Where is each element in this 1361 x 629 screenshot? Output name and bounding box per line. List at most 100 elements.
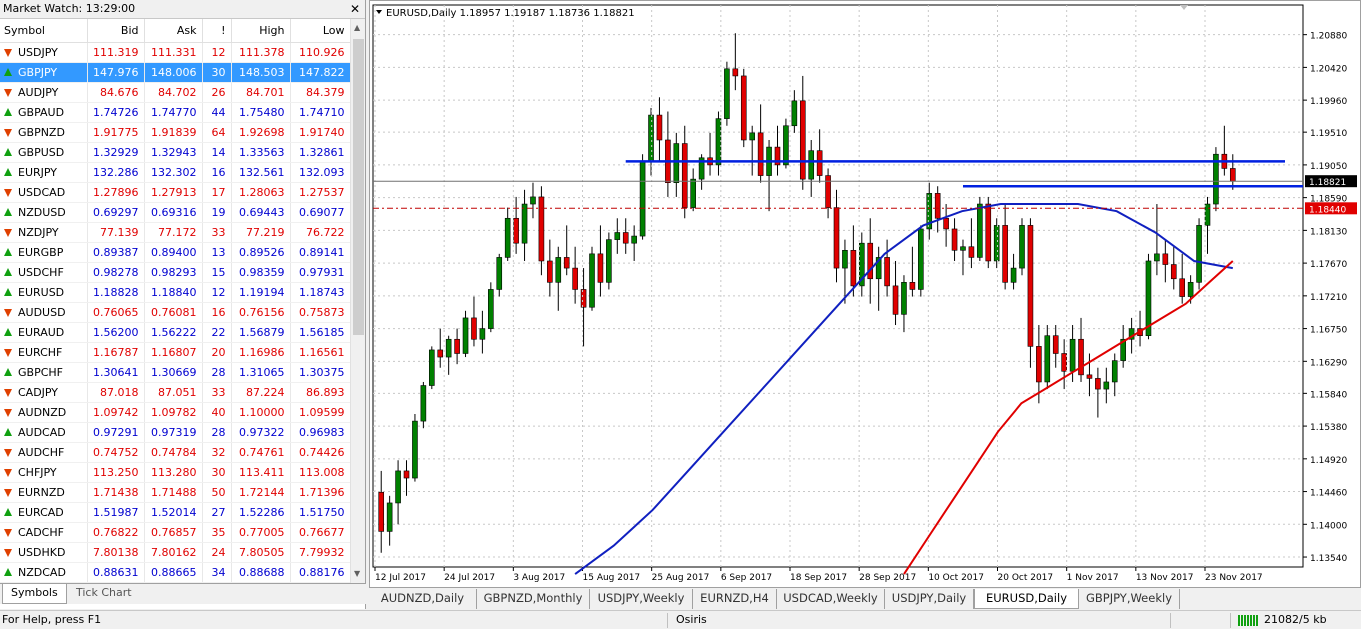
table-row[interactable]: USDHKD 7.80138 7.80162 24 7.80505 7.79932 bbox=[0, 542, 351, 563]
table-row[interactable]: CHFJPY 113.250 113.280 30 113.411 113.008 bbox=[0, 462, 351, 483]
table-row[interactable]: NZDJPY 77.139 77.172 33 77.219 76.722 bbox=[0, 222, 351, 243]
tab-symbols[interactable]: Symbols bbox=[2, 584, 67, 604]
table-row[interactable]: NZDCAD 0.88631 0.88665 34 0.88688 0.88176 bbox=[0, 562, 351, 583]
col-symbol[interactable]: Symbol bbox=[0, 19, 88, 43]
table-row[interactable]: GBPUSD 1.32929 1.32943 14 1.33563 1.32861 bbox=[0, 142, 351, 163]
symbol-label: CADCHF bbox=[18, 525, 64, 539]
arrow-down-icon bbox=[4, 488, 13, 497]
col-ask[interactable]: Ask bbox=[144, 19, 203, 43]
table-row[interactable]: USDCHF 0.98278 0.98293 15 0.98359 0.97931 bbox=[0, 262, 351, 283]
table-row[interactable]: AUDJPY 84.676 84.702 26 84.701 84.379 bbox=[0, 82, 351, 103]
symbol-cell[interactable]: EURNZD bbox=[0, 482, 88, 503]
chart-tab[interactable]: AUDNZD,Daily bbox=[369, 589, 477, 609]
table-row[interactable]: USDCAD 1.27896 1.27913 17 1.28063 1.27537 bbox=[0, 182, 351, 203]
tab-tick-chart[interactable]: Tick Chart bbox=[76, 586, 132, 599]
eurusd-daily-chart[interactable]: 1.20880 1.20420 1.19960 1.19510 1.19050 1.185… bbox=[370, 1, 1360, 587]
table-row[interactable]: AUDCHF 0.74752 0.74784 32 0.74761 0.74426 bbox=[0, 442, 351, 463]
table-row[interactable]: EURAUD 1.56200 1.56222 22 1.56879 1.56185 bbox=[0, 322, 351, 343]
symbol-cell[interactable]: AUDCAD bbox=[0, 422, 88, 443]
symbol-cell[interactable]: AUDNZD bbox=[0, 402, 88, 423]
arrow-up-icon bbox=[4, 327, 13, 337]
symbol-cell[interactable]: AUDJPY bbox=[0, 82, 88, 103]
symbol-cell[interactable]: EURAUD bbox=[0, 322, 88, 343]
table-row[interactable]: GBPCHF 1.30641 1.30669 28 1.31065 1.30375 bbox=[0, 362, 351, 383]
symbol-cell[interactable]: GBPNZD bbox=[0, 122, 88, 143]
table-row[interactable]: AUDNZD 1.09742 1.09782 40 1.10000 1.09599 bbox=[0, 402, 351, 423]
high-cell: 1.10000 bbox=[231, 402, 291, 423]
table-row[interactable]: EURJPY 132.286 132.302 16 132.561 132.093 bbox=[0, 162, 351, 183]
ask-cell: 0.89400 bbox=[144, 242, 203, 263]
symbol-cell[interactable]: USDCAD bbox=[0, 182, 88, 203]
table-row[interactable]: USDJPY 111.319 111.331 12 111.378 110.926 bbox=[0, 42, 351, 63]
symbol-cell[interactable]: GBPUSD bbox=[0, 142, 88, 163]
symbol-cell[interactable]: EURJPY bbox=[0, 162, 88, 183]
table-row[interactable]: CADCHF 0.76822 0.76857 35 0.77005 0.76677 bbox=[0, 522, 351, 543]
symbol-cell[interactable]: NZDJPY bbox=[0, 222, 88, 243]
high-cell: 7.80505 bbox=[231, 542, 291, 563]
symbol-cell[interactable]: GBPAUD bbox=[0, 102, 88, 123]
arrow-up-icon bbox=[4, 67, 13, 77]
table-row[interactable]: AUDUSD 0.76065 0.76081 16 0.76156 0.75873 bbox=[0, 302, 351, 323]
chart-tab[interactable]: USDJPY,Weekly bbox=[590, 589, 693, 609]
chart-tab[interactable]: GBPJPY,Weekly bbox=[1079, 589, 1180, 609]
symbol-cell[interactable]: CADCHF bbox=[0, 522, 88, 543]
symbol-cell[interactable]: EURUSD bbox=[0, 282, 88, 303]
chart-window[interactable]: 1.20880 1.20420 1.19960 1.19510 1.19050 1.185… bbox=[369, 0, 1361, 588]
market-watch-scrollbar[interactable]: ▲ ▼ bbox=[350, 19, 365, 583]
status-profile: Osiris bbox=[676, 613, 707, 626]
symbol-cell[interactable]: EURCHF bbox=[0, 342, 88, 363]
table-row[interactable]: GBPJPY 147.976 148.006 30 148.503 147.822 bbox=[0, 62, 351, 83]
low-cell: 86.893 bbox=[290, 382, 351, 403]
bull-candle bbox=[1019, 225, 1025, 269]
price-label: 1.14000 bbox=[1310, 521, 1347, 531]
spread-cell: 30 bbox=[202, 462, 232, 483]
table-row[interactable]: EURGBP 0.89387 0.89400 13 0.89526 0.89141 bbox=[0, 242, 351, 263]
chart-tab[interactable]: EURUSD,Daily bbox=[974, 589, 1079, 609]
table-row[interactable]: EURUSD 1.18828 1.18840 12 1.19194 1.18743 bbox=[0, 282, 351, 303]
symbol-cell[interactable]: EURGBP bbox=[0, 242, 88, 263]
symbol-cell[interactable]: AUDUSD bbox=[0, 302, 88, 323]
table-row[interactable]: NZDUSD 0.69297 0.69316 19 0.69443 0.69077 bbox=[0, 202, 351, 223]
low-cell: 1.30375 bbox=[290, 362, 351, 383]
symbol-cell[interactable]: NZDCAD bbox=[0, 562, 88, 583]
bid-cell: 147.976 bbox=[87, 62, 145, 83]
spread-cell: 28 bbox=[202, 422, 232, 443]
chart-tab[interactable]: GBPNZD,Monthly bbox=[477, 589, 590, 609]
ask-cell: 1.30669 bbox=[144, 362, 203, 383]
close-icon[interactable]: ✕ bbox=[349, 2, 360, 16]
symbol-cell[interactable]: USDHKD bbox=[0, 542, 88, 563]
scrollbar-thumb[interactable] bbox=[353, 39, 364, 335]
low-cell: 1.51750 bbox=[290, 502, 351, 523]
bull-candle bbox=[859, 242, 865, 287]
table-row[interactable]: GBPNZD 1.91775 1.91839 64 1.92698 1.91740 bbox=[0, 122, 351, 143]
table-row[interactable]: AUDCAD 0.97291 0.97319 28 0.97322 0.96983 bbox=[0, 422, 351, 443]
chart-tab[interactable]: USDCAD,Weekly bbox=[777, 589, 885, 609]
table-row[interactable]: EURCHF 1.16787 1.16807 20 1.16986 1.16561 bbox=[0, 342, 351, 363]
chart-tab[interactable]: EURNZD,H4 bbox=[693, 589, 777, 609]
ask-cell: 7.80162 bbox=[144, 542, 203, 563]
col-spread[interactable]: ! bbox=[202, 19, 232, 43]
chart-menu-icon[interactable] bbox=[376, 10, 382, 14]
chart-tab[interactable]: USDJPY,Daily bbox=[885, 589, 974, 609]
chart-shift-icon[interactable] bbox=[1180, 5, 1188, 10]
table-row[interactable]: CADJPY 87.018 87.051 33 87.224 86.893 bbox=[0, 382, 351, 403]
table-row[interactable]: EURNZD 1.71438 1.71488 50 1.72144 1.71396 bbox=[0, 482, 351, 503]
table-row[interactable]: EURCAD 1.51987 1.52014 27 1.52286 1.51750 bbox=[0, 502, 351, 523]
scroll-down-icon[interactable]: ▼ bbox=[354, 569, 361, 578]
scroll-up-icon[interactable]: ▲ bbox=[354, 23, 361, 32]
symbol-cell[interactable]: AUDCHF bbox=[0, 442, 88, 463]
symbol-cell[interactable]: USDJPY bbox=[0, 42, 88, 63]
col-high[interactable]: High bbox=[231, 19, 291, 43]
bull-candle bbox=[1069, 338, 1076, 372]
symbol-cell[interactable]: EURCAD bbox=[0, 502, 88, 523]
col-low[interactable]: Low bbox=[290, 19, 351, 43]
symbol-cell[interactable]: USDCHF bbox=[0, 262, 88, 283]
symbol-cell[interactable]: GBPCHF bbox=[0, 362, 88, 383]
symbol-cell[interactable]: CHFJPY bbox=[0, 462, 88, 483]
symbol-cell[interactable]: NZDUSD bbox=[0, 202, 88, 223]
table-row[interactable]: GBPAUD 1.74726 1.74770 44 1.75480 1.74710 bbox=[0, 102, 351, 123]
symbol-cell[interactable]: CADJPY bbox=[0, 382, 88, 403]
bid-cell: 77.139 bbox=[87, 222, 145, 243]
symbol-cell[interactable]: GBPJPY bbox=[0, 62, 88, 83]
col-bid[interactable]: Bid bbox=[87, 19, 145, 43]
